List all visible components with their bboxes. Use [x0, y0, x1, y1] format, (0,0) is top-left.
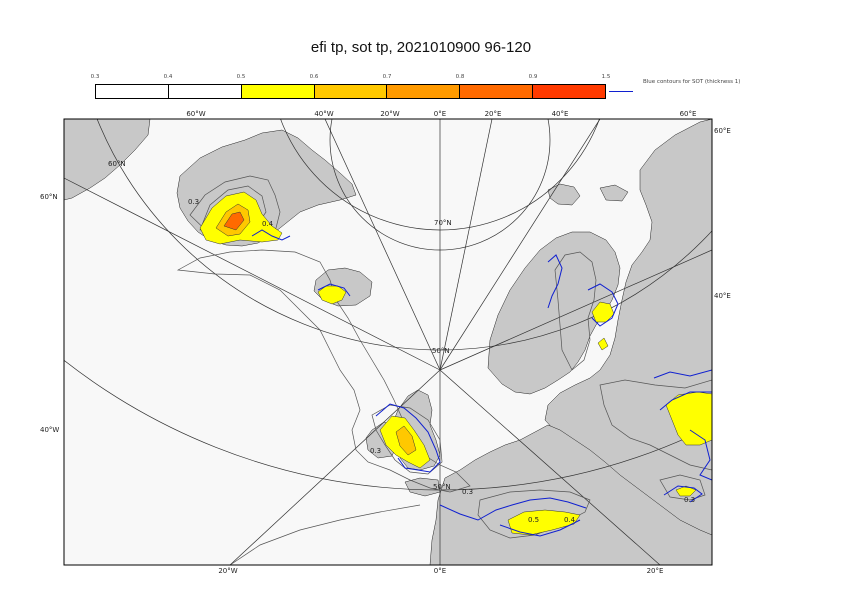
meridian-60e — [439, 249, 712, 371]
sot-contour — [499, 519, 581, 537]
sot-contour — [547, 254, 563, 309]
colorbar-segment — [314, 85, 388, 98]
lon-label: 20°W — [218, 567, 237, 575]
colorbar-tick: 0.5 — [236, 74, 246, 80]
efi-contour — [229, 504, 421, 565]
lon-label: 60°E — [680, 110, 697, 118]
colorbar-tick: 0.3 — [90, 74, 100, 80]
lon-label: 40°E — [552, 110, 569, 118]
sot-contour — [659, 391, 712, 411]
meridian-60w — [64, 177, 441, 371]
contour-label: 0.3 — [188, 198, 199, 206]
colorbar-segment — [168, 85, 242, 98]
sot-contour — [689, 429, 712, 481]
colorbar-segment — [96, 85, 169, 98]
efi-colorbar — [95, 84, 606, 99]
efi-contours — [176, 175, 712, 565]
contour-label: 0.3 — [370, 447, 381, 455]
meridian-20e — [439, 119, 493, 371]
edge-label: 40°W — [40, 426, 59, 434]
contour-value-labels: 0.3 0.4 0.3 0.3 0.5 0.4 0.3 — [188, 198, 695, 524]
lon-label: 0°E — [434, 567, 446, 575]
lon-label: 20°E — [647, 567, 664, 575]
graticule-labels: 60°W 40°W 20°W 0°E 20°E 40°E 60°E 20°W 0… — [40, 110, 731, 575]
sot-legend-label: Blue contours for SOT (thickness 1) — [643, 79, 741, 85]
efi-area-yellow — [507, 509, 581, 536]
land-arctic-islands — [599, 184, 629, 202]
lat-label: 50°N — [433, 483, 451, 491]
sot-contour — [439, 497, 587, 521]
colorbar-segment — [460, 85, 534, 98]
efi-shading — [199, 191, 712, 536]
lon-label: 0°E — [434, 110, 446, 118]
edge-label: 60°N — [40, 193, 58, 201]
meridian-40w — [324, 119, 441, 371]
lat-label: 60°N — [108, 160, 126, 168]
sot-contour — [375, 403, 441, 473]
parallel-80n — [329, 119, 551, 251]
contour-label: 0.3 — [462, 488, 473, 496]
contour-label: 0.4 — [262, 220, 274, 228]
contour-label: 0.5 — [528, 516, 539, 524]
colorbar-tick: 0.7 — [382, 74, 392, 80]
efi-area-yellow — [317, 285, 347, 305]
efi-contour — [176, 249, 471, 493]
map-frame — [63, 118, 713, 566]
land-canada — [64, 119, 151, 201]
efi-contour — [659, 474, 706, 501]
meridian-40e — [439, 119, 601, 371]
sot-contours — [251, 229, 712, 537]
contour-label: 0.3 — [684, 496, 695, 504]
meridian-20w — [229, 369, 441, 565]
sot-legend-line — [609, 91, 633, 92]
efi-area-yellow — [597, 337, 609, 351]
sot-contour — [317, 283, 351, 297]
colorbar-tick: 0.4 — [163, 74, 173, 80]
edge-label: 40°E — [714, 292, 731, 300]
land-europe — [429, 424, 712, 565]
efi-area-orange — [395, 425, 417, 456]
lat-label: 70°N — [434, 219, 452, 227]
parallel-60n — [96, 119, 712, 351]
lon-label: 20°W — [380, 110, 399, 118]
sot-contour — [587, 283, 619, 327]
efi-contour — [371, 404, 443, 475]
contour-label: 0.4 — [564, 516, 576, 524]
sot-contour — [653, 369, 712, 379]
sot-contour — [251, 229, 291, 241]
colorbar-segment — [533, 85, 606, 98]
colorbar-tick: 0.9 — [528, 74, 538, 80]
map-title: efi tp, sot tp, 2021010900 96-120 — [310, 39, 532, 56]
lon-label: 20°E — [485, 110, 502, 118]
lat-label: 50°N — [432, 347, 450, 355]
colorbar-tick: 0.6 — [309, 74, 319, 80]
colorbar-segment — [387, 85, 461, 98]
colorbar-tick: 0.8 — [455, 74, 465, 80]
meridian-20e-s — [439, 369, 661, 565]
lon-label: 60°W — [186, 110, 205, 118]
lon-label: 40°W — [314, 110, 333, 118]
colorbar-segment — [241, 85, 315, 98]
land-svalbard — [547, 183, 581, 206]
colorbar-tick: 1.5 — [601, 74, 611, 80]
efi-contour — [599, 379, 712, 471]
edge-label: 60°E — [714, 127, 731, 135]
sot-contour — [663, 485, 703, 503]
parallel-70n — [280, 119, 600, 231]
efi-area-darkorange — [223, 211, 245, 231]
efi-contour — [554, 251, 597, 371]
